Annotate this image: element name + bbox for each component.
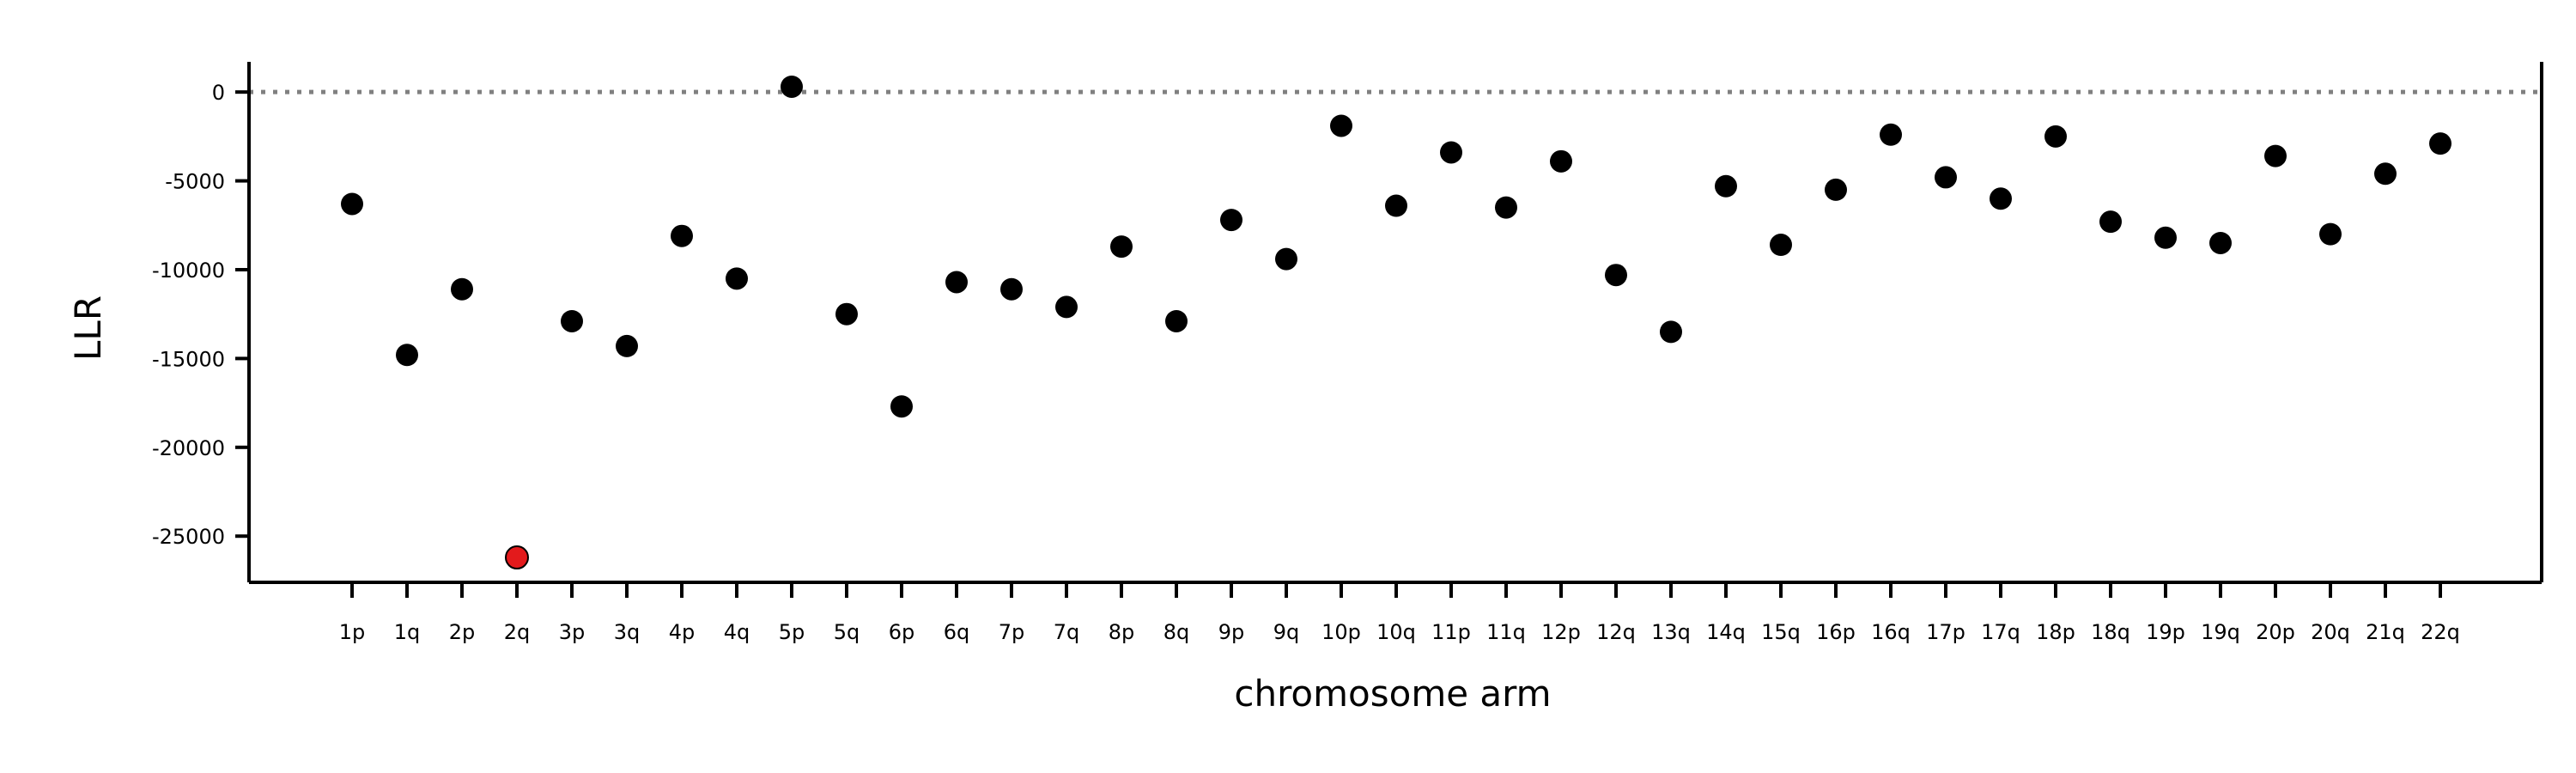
x-axis-title: chromosome arm [1234, 673, 1551, 715]
data-point [1055, 295, 1078, 319]
x-tick-label: 17p [1926, 620, 1965, 644]
data-point [1880, 123, 1902, 146]
data-point [1935, 166, 1957, 189]
data-point [341, 192, 363, 216]
x-tick-label: 7q [1054, 620, 1080, 644]
y-tick-label: -10000 [152, 259, 225, 283]
data-point [1990, 187, 2012, 210]
data-point [2044, 125, 2067, 148]
data-point [1275, 247, 1297, 271]
x-tick-label: 15q [1761, 620, 1801, 644]
x-tick-label: 5p [779, 620, 805, 644]
y-axis-title: LLR [67, 295, 109, 361]
x-tick-label: 11q [1486, 620, 1526, 644]
data-point [1385, 194, 1407, 217]
x-tick-label: 14q [1706, 620, 1746, 644]
data-point-highlighted [505, 545, 529, 570]
data-point [616, 334, 638, 357]
y-tick-label: -20000 [152, 436, 225, 460]
data-point [1495, 196, 1517, 219]
x-tick-label: 13q [1651, 620, 1691, 644]
data-point [1825, 178, 1847, 201]
x-tick-label: 18p [2036, 620, 2075, 644]
data-point [1440, 141, 1462, 164]
x-tick-label: 6q [944, 620, 970, 644]
x-tick-label: 6p [889, 620, 915, 644]
x-tick-label: 10p [1321, 620, 1361, 644]
data-point [2099, 210, 2122, 234]
x-tick-label: 2q [504, 620, 531, 644]
data-point [2264, 144, 2287, 167]
x-tick-label: 18q [2091, 620, 2130, 644]
x-tick-label: 12p [1541, 620, 1581, 644]
x-tick-label: 1q [394, 620, 421, 644]
y-tick-label: -5000 [165, 170, 225, 194]
data-point [726, 267, 748, 290]
data-point [2429, 132, 2451, 155]
x-tick-label: 20q [2311, 620, 2350, 644]
x-tick-label: 1p [339, 620, 366, 644]
x-tick-label: 16q [1871, 620, 1911, 644]
data-point [2209, 231, 2232, 254]
y-tick-label: -25000 [152, 525, 225, 549]
x-tick-label: 10q [1376, 620, 1416, 644]
x-tick-label: 19p [2146, 620, 2185, 644]
x-tick-label: 22q [2421, 620, 2460, 644]
data-point [1605, 264, 1627, 287]
data-point [890, 395, 913, 418]
x-tick-label: 4p [669, 620, 696, 644]
data-point [781, 75, 803, 98]
x-tick-label: 11p [1431, 620, 1471, 644]
x-tick-label: 3p [559, 620, 586, 644]
data-point [671, 224, 693, 247]
x-tick-label: 12q [1596, 620, 1636, 644]
data-point [2374, 162, 2397, 186]
data-point [1550, 149, 1572, 173]
data-point [1220, 209, 1242, 232]
data-point [2319, 222, 2342, 246]
data-point [1660, 320, 1682, 344]
x-tick-label: 4q [724, 620, 750, 644]
axes: 0 -5000 -10000 -15000 -20000 -25000 1p 1q 2p 2q 3p… [152, 62, 2543, 644]
y-tick-label: 0 [212, 81, 225, 105]
plot-area [249, 75, 2542, 570]
x-tick-label: 5q [834, 620, 860, 644]
data-point [1110, 235, 1133, 259]
x-tick-label: 16p [1816, 620, 1856, 644]
x-tick-label: 20p [2256, 620, 2295, 644]
data-point [945, 271, 968, 294]
data-point [451, 277, 473, 301]
data-point [396, 344, 418, 367]
x-tick-label: 19q [2201, 620, 2240, 644]
data-point [1000, 277, 1023, 301]
data-point [561, 309, 583, 332]
x-tick-label: 2p [449, 620, 476, 644]
x-tick-label: 8p [1109, 620, 1135, 644]
x-tick-label: 7p [999, 620, 1025, 644]
x-tick-label: 9q [1273, 620, 1300, 644]
data-point [835, 302, 858, 326]
y-tick-label: -15000 [152, 347, 225, 371]
x-tick-label: 9p [1218, 620, 1245, 644]
data-point [1770, 234, 1792, 257]
x-tick-label: 3q [614, 620, 641, 644]
data-point [1715, 174, 1737, 198]
x-tick-label: 17q [1981, 620, 2020, 644]
x-tick-label: 21q [2366, 620, 2405, 644]
data-point [1330, 114, 1352, 137]
data-point [2154, 226, 2177, 249]
x-tick-label: 8q [1163, 620, 1190, 644]
data-point [1165, 309, 1188, 332]
